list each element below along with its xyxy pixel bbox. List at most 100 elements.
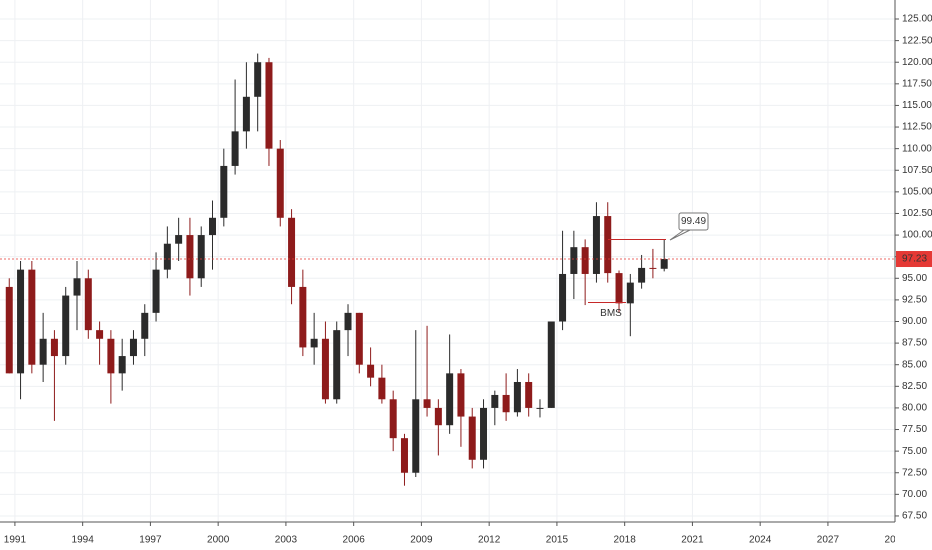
candle-body — [5, 286, 13, 374]
candle-body — [547, 321, 555, 408]
candle-body — [604, 216, 612, 274]
candle-body — [118, 356, 126, 374]
y-tick-label: 87.50 — [902, 338, 927, 349]
candle-body — [446, 373, 454, 426]
candle-body — [638, 267, 646, 283]
y-tick-label: 105.00 — [902, 187, 932, 198]
x-tick-label: 2015 — [546, 535, 569, 546]
candle-body — [400, 438, 408, 473]
candle-body — [107, 338, 115, 374]
candle-body — [502, 394, 510, 413]
candle-body — [96, 330, 104, 339]
candle-body — [231, 131, 239, 166]
candle-body — [660, 259, 668, 269]
y-tick-label: 117.50 — [902, 78, 932, 89]
x-tick-label: 2012 — [478, 535, 501, 546]
callout-pointer — [669, 229, 691, 241]
y-tick-label: 67.50 — [902, 511, 927, 522]
callout-box — [678, 212, 709, 231]
candle-body — [536, 407, 544, 409]
x-tick-label: 2000 — [207, 535, 230, 546]
y-tick-label: 120.00 — [902, 57, 932, 68]
candle-body — [355, 312, 363, 365]
candle-body — [175, 235, 183, 244]
candle-body — [220, 165, 228, 218]
y-tick-label: 92.50 — [902, 295, 927, 306]
y-tick-label: 75.00 — [902, 446, 927, 457]
bms-label: BMS — [600, 308, 622, 319]
y-tick-label: 100.00 — [902, 230, 932, 241]
candle-body — [333, 330, 341, 400]
y-tick-label: 82.50 — [902, 381, 927, 392]
candle-body — [434, 407, 442, 426]
candle-body — [73, 278, 81, 296]
x-tick-label: 1991 — [4, 535, 27, 546]
x-tick-label: 2018 — [614, 535, 637, 546]
candle-body — [491, 394, 499, 408]
candle-body — [378, 377, 386, 400]
y-tick-label: 115.00 — [902, 100, 932, 111]
y-tick-label: 70.00 — [902, 489, 927, 500]
candle-body — [62, 295, 70, 357]
x-tick-label: 2009 — [410, 535, 433, 546]
candle-body — [321, 338, 329, 400]
y-tick-label: 80.00 — [902, 403, 927, 414]
y-tick-label: 90.00 — [902, 316, 927, 327]
candle-body — [615, 273, 623, 304]
x-tick-label: 1997 — [139, 535, 162, 546]
candle-body — [513, 381, 521, 413]
y-tick-label: 107.50 — [902, 165, 932, 176]
candle-body — [412, 399, 420, 473]
y-tick-label: 112.50 — [902, 122, 932, 133]
candle-body — [17, 269, 25, 374]
candle-body — [186, 235, 194, 279]
y-tick-label: 72.50 — [902, 467, 927, 478]
x-tick-label: 2021 — [681, 535, 704, 546]
candle-body — [265, 62, 273, 149]
candle-body — [626, 282, 634, 304]
candle-body — [299, 286, 307, 348]
candle-body — [592, 216, 600, 274]
candle-body — [468, 416, 476, 460]
candle-body — [559, 273, 567, 322]
x-tick-label: 1994 — [72, 535, 95, 546]
candle-body — [163, 243, 171, 270]
candle-body — [288, 217, 296, 287]
candle-body — [649, 267, 657, 269]
candle-body — [39, 338, 47, 365]
y-tick-label: 77.50 — [902, 424, 927, 435]
price-axis-panel — [895, 0, 932, 550]
y-tick-label: 95.00 — [902, 273, 927, 284]
last-price-tag — [896, 251, 932, 268]
candle-body — [129, 338, 137, 357]
candle-body — [480, 407, 488, 460]
candle-body — [152, 269, 160, 313]
last-price-label: 97.23 — [902, 254, 927, 265]
candle-body — [84, 278, 92, 331]
x-tick-label: 2024 — [749, 535, 772, 546]
candle-body — [457, 373, 465, 417]
candle-body — [28, 269, 36, 365]
candle-body — [570, 247, 578, 274]
candle-body — [389, 399, 397, 439]
y-tick-label: 85.00 — [902, 359, 927, 370]
candle-body — [197, 235, 205, 279]
candle-body — [141, 312, 149, 339]
plot-area — [5, 53, 668, 486]
y-tick-label: 125.00 — [902, 14, 932, 25]
x-tick-label: 2003 — [275, 535, 298, 546]
y-tick-label: 102.50 — [902, 208, 932, 219]
x-tick-label: 2027 — [817, 535, 840, 546]
candle-body — [254, 62, 262, 97]
candle-body — [344, 312, 352, 331]
candle-body — [367, 364, 375, 378]
x-tick-label: 2006 — [343, 535, 366, 546]
candle-body — [423, 399, 431, 408]
candle-body — [276, 148, 284, 218]
callout-label: 99.49 — [681, 216, 706, 227]
candle-body — [242, 96, 250, 132]
candle-body — [525, 381, 533, 408]
candle-body — [581, 247, 589, 274]
